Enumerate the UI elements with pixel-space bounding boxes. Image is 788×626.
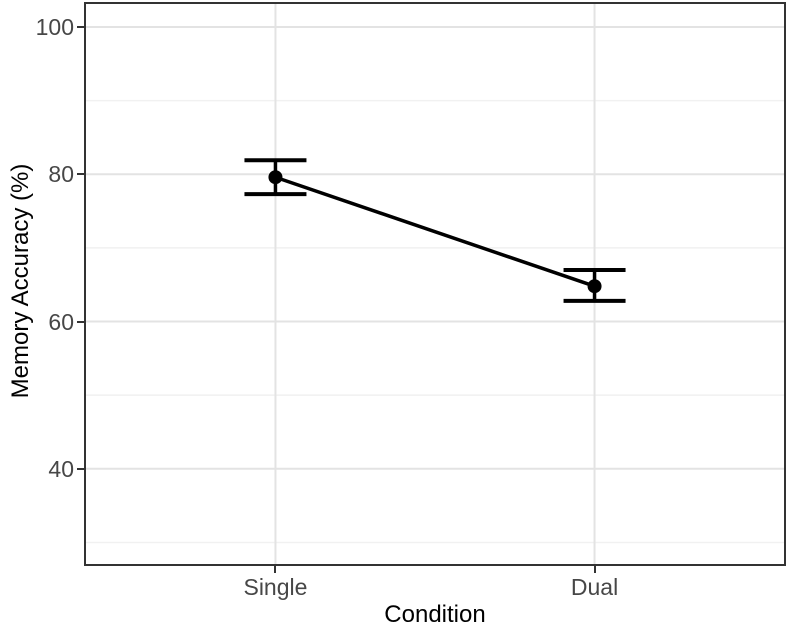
y-tick-label: 60 (48, 308, 74, 335)
x-axis-tick (593, 566, 596, 573)
x-tick-label: Single (243, 574, 308, 600)
y-tick-label: 40 (48, 455, 74, 482)
y-tick-label: 100 (35, 14, 74, 41)
x-tick-label: Dual (570, 574, 619, 600)
x-axis-tick (274, 566, 277, 573)
y-tick-label: 80 (48, 161, 74, 188)
plot-area-svg (84, 2, 786, 566)
y-axis-tick (77, 173, 84, 176)
y-axis-tick (77, 467, 84, 470)
y-axis-title: Memory Accuracy (%) (7, 163, 34, 399)
y-axis-tick (77, 26, 84, 29)
data-point (587, 279, 602, 294)
x-axis-title: Condition (384, 601, 486, 626)
y-axis-tick (77, 320, 84, 323)
data-point (268, 170, 283, 185)
series-line (274, 175, 596, 288)
